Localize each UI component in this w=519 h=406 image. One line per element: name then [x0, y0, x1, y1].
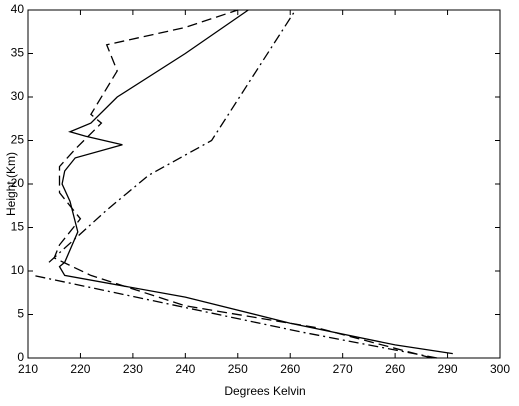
- y-tick-label: 15: [11, 220, 25, 234]
- x-tick-label: 300: [490, 362, 510, 376]
- y-tick-label: 30: [11, 89, 25, 103]
- plot-frame: [27, 9, 501, 359]
- series-line: [33, 9, 438, 359]
- y-tick-label: 10: [11, 263, 25, 277]
- x-tick-label: 210: [18, 362, 38, 376]
- y-tick-label: 5: [17, 307, 24, 321]
- y-tick-label: 20: [11, 176, 25, 190]
- y-tick-label: 25: [11, 133, 25, 147]
- x-tick-label: 290: [438, 362, 458, 376]
- y-tick-label: 0: [17, 350, 24, 364]
- x-tick-label: 270: [333, 362, 353, 376]
- x-tick-label: 260: [385, 362, 405, 376]
- x-tick-label: 220: [70, 362, 90, 376]
- y-axis-label: Height (Km): [4, 152, 18, 216]
- x-tick-label: 250: [228, 362, 248, 376]
- x-tick-label: 230: [123, 362, 143, 376]
- x-axis-label: Degrees Kelvin: [224, 384, 305, 398]
- x-tick-label: 240: [175, 362, 195, 376]
- series-line: [58, 9, 453, 355]
- x-tick-label: 260: [280, 362, 300, 376]
- series-line: [53, 9, 432, 359]
- y-tick-label: 40: [11, 2, 25, 16]
- y-tick-label: 35: [11, 46, 25, 60]
